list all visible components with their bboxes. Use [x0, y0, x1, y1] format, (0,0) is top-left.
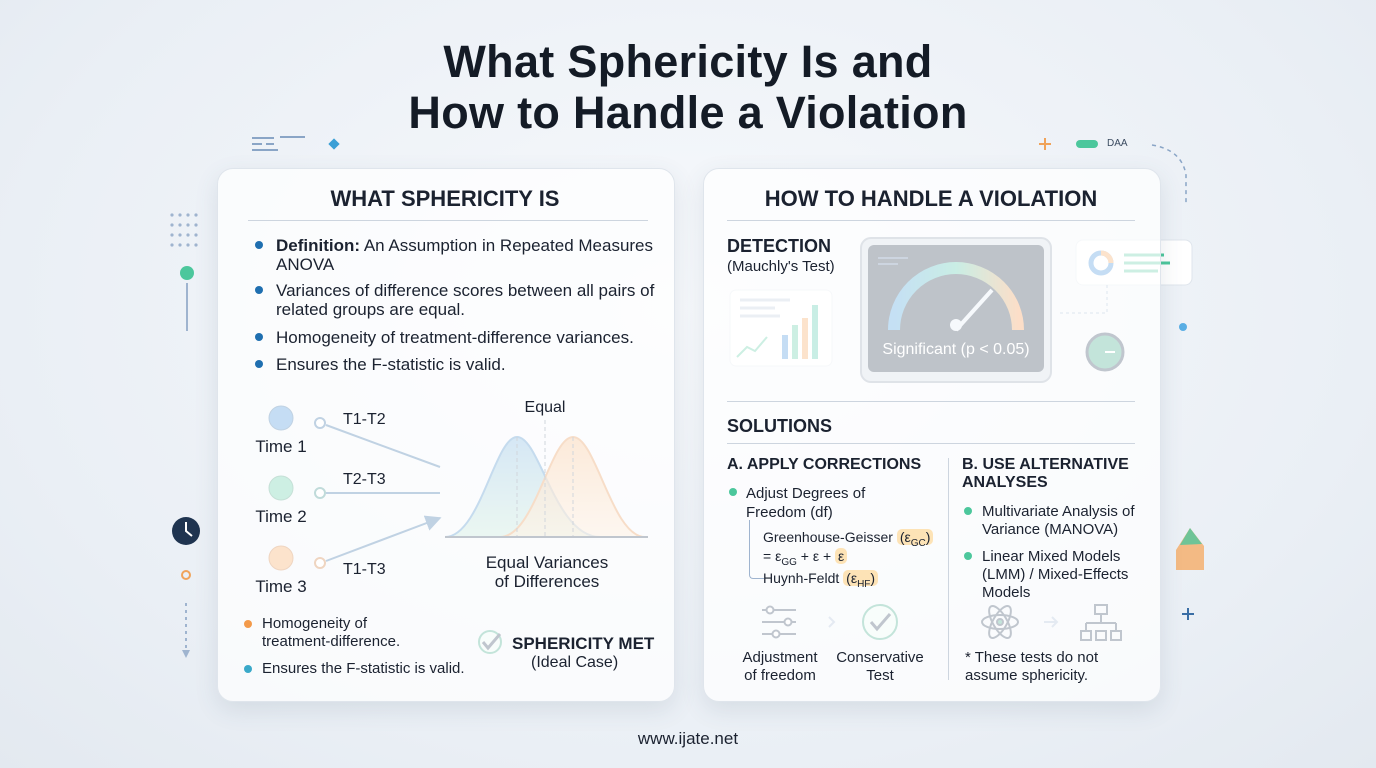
difference-label: T1-T2	[343, 411, 386, 428]
bullet-dot	[255, 286, 263, 294]
time-label: Time 3	[255, 577, 307, 596]
column-title: A. APPLY CORRECTIONS	[727, 456, 922, 473]
bullet-dot	[964, 552, 972, 560]
method: Huynh-Feldt (εHF)	[763, 569, 879, 594]
symbol: ε	[850, 570, 858, 586]
bullet: Ensures the F-statistic is valid.	[276, 355, 506, 374]
footer-url: www.ijate.net	[637, 729, 739, 748]
bullet: Adjust Degrees of Freedom (df)	[746, 485, 866, 521]
icon-label: Conservative Test	[836, 649, 924, 684]
method-symbol: (εGC)	[896, 529, 934, 549]
method-symbol: (εHF)	[843, 570, 879, 590]
difference-label: T2-T3	[343, 471, 386, 488]
bullet-dot	[255, 333, 263, 341]
bullet: Variances of difference scores between a…	[276, 281, 655, 319]
symbol-sub: HF	[857, 578, 871, 590]
note: Homogeneity of treatment-difference.	[262, 615, 401, 650]
divider	[727, 443, 1135, 444]
decor-label: DAA	[1107, 138, 1128, 149]
section-title: SOLUTIONS	[727, 416, 833, 436]
bullet-dot	[729, 488, 737, 496]
column-title: B. USE ALTERNATIVE ANALYSES	[962, 456, 1129, 491]
formula-part: ε	[835, 548, 848, 564]
decor	[170, 136, 1204, 658]
symbol-sub: GC	[910, 537, 926, 549]
badge-subtitle: (Ideal Case)	[531, 654, 619, 671]
bullet: Definition: An Assumption in Repeated Me…	[276, 236, 656, 274]
left-panel	[217, 168, 675, 702]
time-label: Time 1	[255, 437, 307, 456]
formula-sub: GG	[781, 556, 797, 568]
bullet-text: An Assumption in Repeated Measures ANOVA	[276, 236, 654, 274]
divider	[948, 458, 949, 680]
section-subtitle: (Mauchly's Test)	[727, 258, 835, 275]
bullet: Linear Mixed Models (LMM) / Mixed-Effect…	[982, 548, 1129, 601]
bullet: Multivariate Analysis of Variance (MANOV…	[982, 503, 1135, 538]
note: Ensures the F-statistic is valid.	[262, 660, 465, 677]
divider	[248, 220, 648, 221]
badge-title: SPHERICITY MET	[512, 634, 655, 653]
bullet-dot	[255, 241, 263, 249]
formula-part: + ε +	[800, 548, 832, 564]
method: Greenhouse-Geisser (εGC)	[763, 528, 934, 553]
panel-heading: HOW TO HANDLE A VIOLATION	[764, 186, 1098, 211]
bullet: Homogeneity of treatment-difference vari…	[276, 328, 634, 347]
bullet-dot	[964, 507, 972, 515]
note-dot	[244, 665, 252, 673]
right-panel	[703, 168, 1161, 702]
symbol: ε	[904, 529, 911, 545]
method-name: Huynh-Feldt	[763, 570, 840, 586]
gauge-label: Significant (p < 0.05)	[882, 341, 1030, 358]
divider	[727, 401, 1135, 402]
title: How to Handle a Violation	[408, 87, 968, 138]
formula: = εGG + ε + ε	[763, 547, 848, 572]
divider	[727, 220, 1135, 221]
tree-line	[749, 520, 764, 579]
panel-heading: WHAT SPHERICITY IS	[330, 186, 560, 211]
caption: Equal Variances	[485, 553, 609, 572]
note-dot	[244, 620, 252, 628]
note: * These tests do not assume sphericity.	[965, 649, 1099, 684]
icon-label: Adjustment of freedom	[742, 649, 818, 684]
time-label: Time 2	[255, 507, 307, 526]
section-title: DETECTION	[727, 236, 832, 256]
method-name: Greenhouse-Geisser	[763, 529, 893, 545]
equal-label: Equal	[524, 399, 566, 416]
bullet-bold: Definition:	[276, 236, 361, 255]
title: What Sphericity Is and	[443, 36, 933, 87]
caption: of Differences	[494, 572, 600, 591]
bullet-dot	[255, 360, 263, 368]
formula-part: = ε	[763, 548, 782, 564]
difference-label: T1-T3	[343, 561, 386, 578]
